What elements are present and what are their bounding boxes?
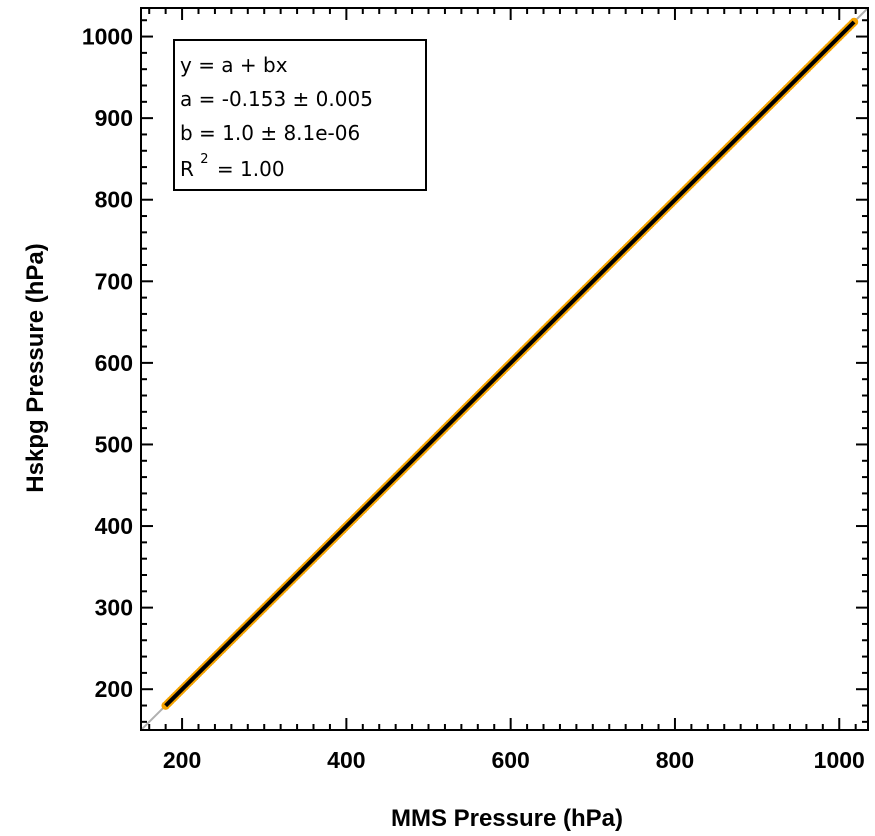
x-tick-label: 400 [327,747,365,773]
y-tick-label: 500 [95,431,133,457]
fit-slope: b = 1.0 ± 8.1e-06 [180,121,360,145]
r-squared-symbol: R [180,157,194,181]
y-tick-label: 400 [95,513,133,539]
fit-equation: y = a + bx [180,53,288,77]
y-tick-label: 900 [95,105,133,131]
y-tick-label: 1000 [82,24,133,50]
y-tick-label: 800 [95,187,133,213]
fit-r-squared: R 2 = 1.00 [180,144,285,181]
y-tick-label: 300 [95,595,133,621]
x-tick-label: 600 [491,747,529,773]
r-squared-value: = 1.00 [217,157,285,181]
fit-stats-box: y = a + bx a = -0.153 ± 0.005 b = 1.0 ± … [173,39,427,191]
y-tick-label: 700 [95,268,133,294]
y-tick-label: 200 [95,676,133,702]
fit-line [164,20,856,708]
y-tick-label: 600 [95,350,133,376]
x-tick-label: 1000 [814,747,865,773]
fit-stats-frame [173,39,427,191]
x-axis-title: MMS Pressure (hPa) [391,805,623,832]
y-axis-title: Hskpg Pressure (hPa) [22,243,49,492]
x-tick-label: 200 [163,747,201,773]
x-tick-label: 800 [656,747,694,773]
fit-intercept: a = -0.153 ± 0.005 [180,87,373,111]
plot-frame [140,7,869,731]
r-squared-exponent: 2 [200,152,208,167]
